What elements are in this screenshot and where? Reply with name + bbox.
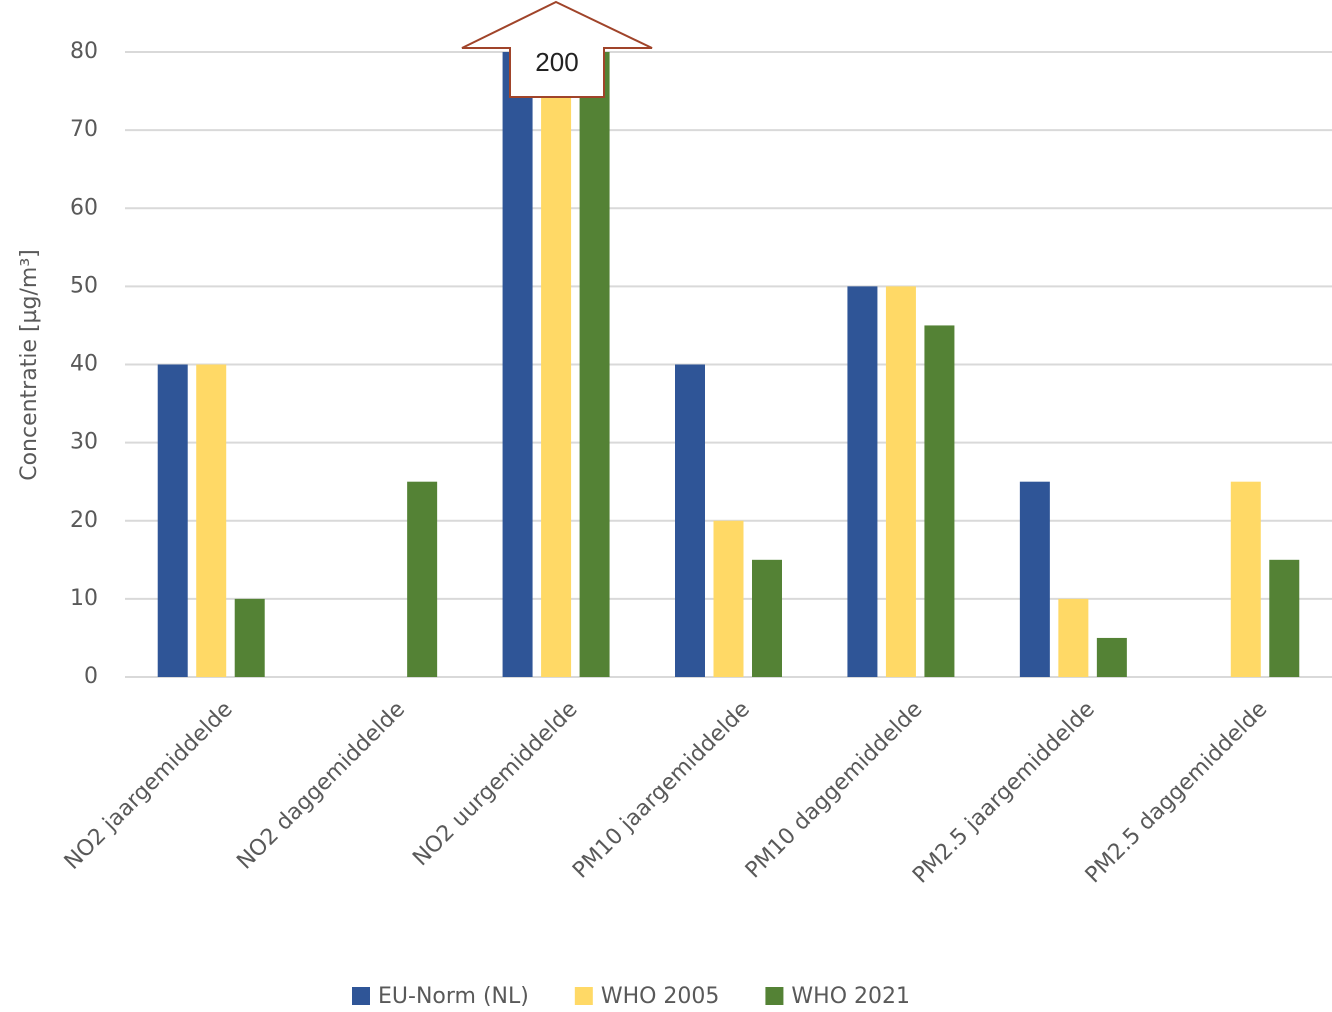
x-tick-label: PM10 daggemiddelde	[741, 697, 928, 884]
bar	[713, 520, 744, 677]
y-tick-label: 10	[70, 586, 98, 611]
bar	[579, 52, 610, 677]
y-tick-label: 30	[70, 430, 98, 455]
y-tick-label: 40	[70, 352, 98, 377]
bar	[407, 481, 438, 677]
bar	[502, 52, 533, 677]
bar	[234, 598, 265, 677]
legend-label: WHO 2021	[791, 984, 910, 1009]
y-tick-label: 80	[70, 39, 98, 64]
legend-label: EU-Norm (NL)	[378, 984, 529, 1009]
bar	[847, 286, 878, 677]
bar	[1269, 559, 1300, 677]
x-tick-label: PM10 jaargemiddelde	[568, 697, 755, 884]
y-tick-label: 70	[70, 117, 98, 142]
x-tick-label: NO2 jaargemiddelde	[60, 697, 238, 875]
bar	[885, 286, 916, 677]
y-tick-label: 50	[70, 273, 98, 298]
bar	[157, 364, 188, 677]
bar	[1096, 637, 1127, 677]
y-tick-label: 20	[70, 508, 98, 533]
y-axis-label: Concentratie [µg/m³]	[17, 249, 42, 481]
bar	[675, 364, 705, 677]
y-tick-label: 60	[70, 195, 98, 220]
bar	[924, 325, 955, 677]
x-tick-label: NO2 daggemiddelde	[232, 697, 410, 875]
x-tick-label: PM2.5 daggemiddelde	[1081, 697, 1272, 888]
legend-label: WHO 2005	[601, 984, 720, 1009]
legend-swatch	[765, 987, 784, 1005]
annotation-arrow	[461, 0, 653, 98]
bar	[1230, 481, 1261, 677]
x-tick-label: PM2.5 jaargemiddelde	[908, 697, 1100, 889]
annotation: 200	[535, 47, 578, 77]
legend-swatch	[352, 987, 370, 1005]
bar	[1019, 481, 1050, 677]
x-tick-label: NO2 uurgemiddelde	[408, 697, 582, 871]
bar	[541, 52, 572, 677]
legend-swatch	[574, 987, 593, 1005]
y-tick-label: 0	[84, 664, 98, 689]
bar	[1058, 598, 1089, 677]
bar	[196, 364, 227, 677]
bar	[752, 559, 782, 677]
